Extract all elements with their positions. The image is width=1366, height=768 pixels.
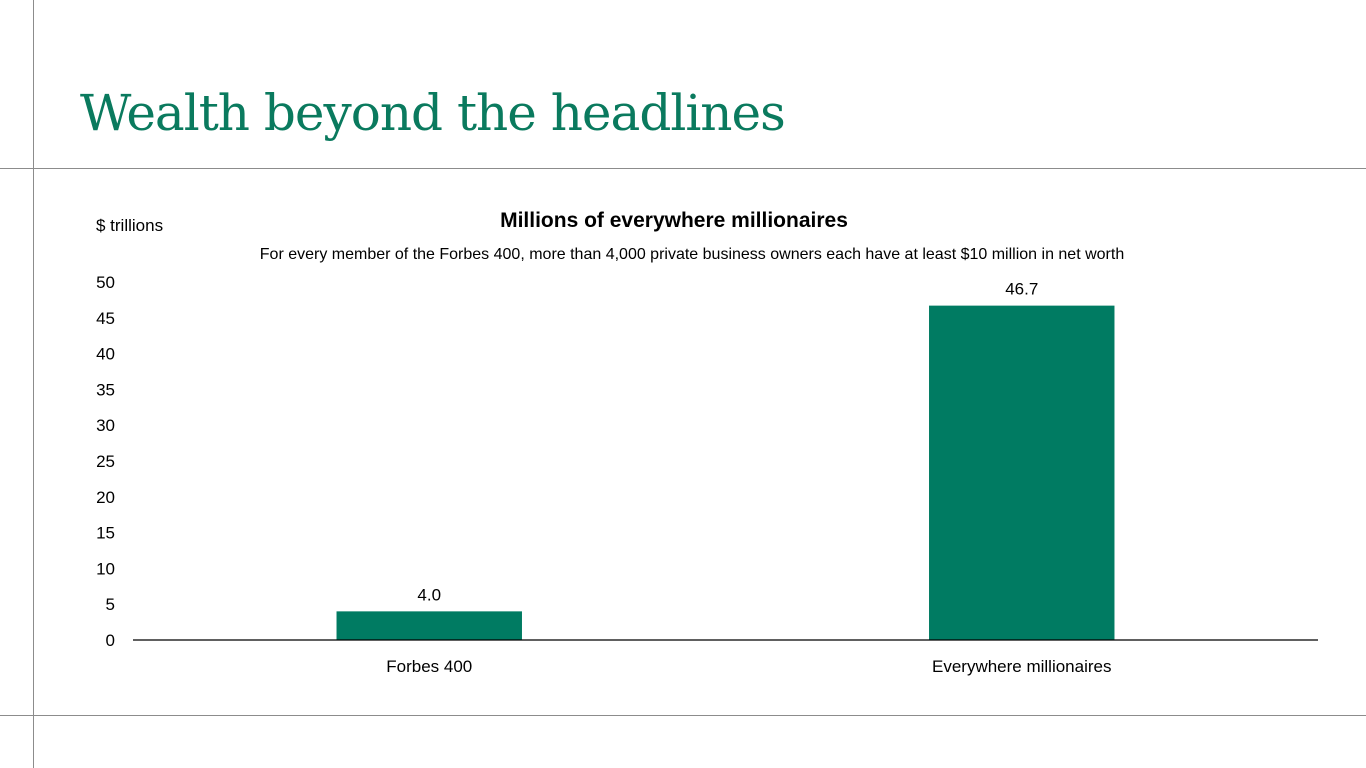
y-tick-label: 45 [96,309,115,328]
x-category-label: Everywhere millionaires [932,657,1112,676]
y-tick-label: 0 [106,631,115,650]
y-tick-label: 35 [96,380,115,399]
y-tick-label: 40 [96,345,115,364]
y-tick-label: 50 [96,273,115,292]
y-tick-label: 10 [96,559,115,578]
value-labels: 4.0 46.7 [417,280,1038,605]
slide-title: Wealth beyond the headlines [80,84,786,142]
chart-title: Millions of everywhere millionaires [500,209,848,232]
y-tick-label: 5 [106,595,115,614]
bottom-horizontal-rule [0,715,1366,716]
x-axis-categories: Forbes 400 Everywhere millionaires [386,657,1111,676]
chart-subtitle: For every member of the Forbes 400, more… [260,246,1124,263]
bars [336,305,1115,640]
bar [929,305,1115,640]
bar [336,611,522,640]
y-axis-ticks: 0 5 10 15 20 25 30 35 40 45 50 [96,273,115,650]
data-label: 4.0 [417,585,441,604]
top-horizontal-rule [0,168,1366,169]
y-tick-label: 30 [96,416,115,435]
data-label: 46.7 [1005,280,1038,299]
left-vertical-rule [33,0,34,768]
y-tick-label: 15 [96,524,115,543]
x-category-label: Forbes 400 [386,657,472,676]
y-axis-unit-label: $ trillions [96,216,163,235]
y-tick-label: 20 [96,488,115,507]
y-tick-label: 25 [96,452,115,471]
